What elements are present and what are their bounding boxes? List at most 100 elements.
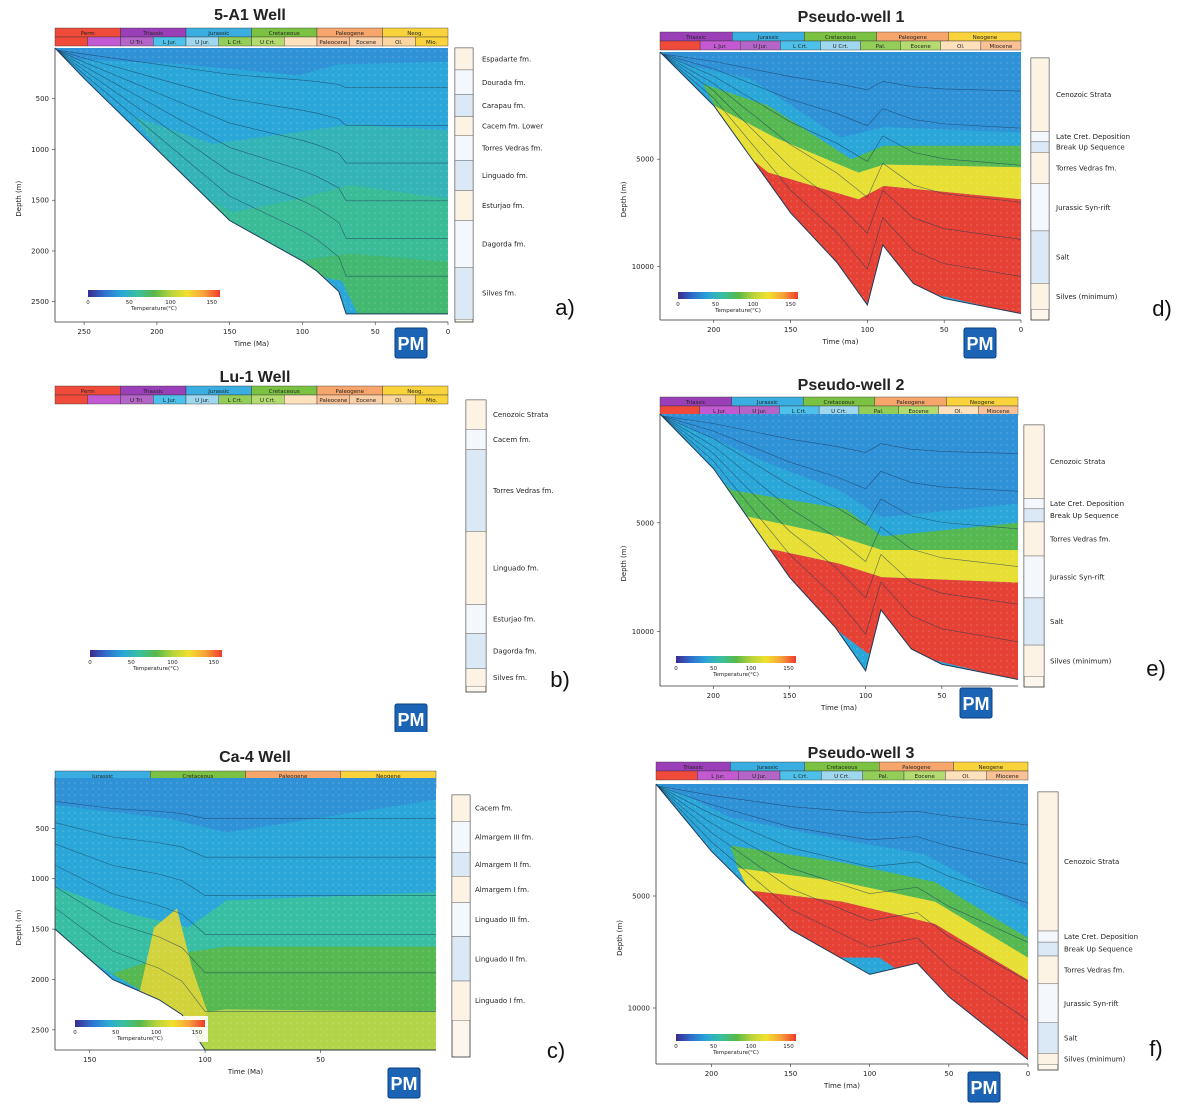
chart-svg-e: Pseudo-well 2 Triassic Jurassic Cretaceous P… — [620, 377, 1166, 719]
chrono-period-label: Triassic — [142, 31, 163, 37]
colorbar-tick-label: 100 — [167, 660, 178, 666]
y-tick-label: 10000 — [628, 1005, 650, 1013]
panel-letter: f) — [1149, 1036, 1162, 1061]
chart-title: Pseudo-well 1 — [798, 9, 905, 26]
chart-title: Pseudo-well 3 — [808, 745, 915, 762]
chrono-epoch-label: U Jur. — [752, 409, 767, 415]
chrono-epoch-label: L Crt. — [228, 40, 243, 46]
pm-logo-text: PM — [398, 334, 425, 354]
chrono-epoch-label: L Jur. — [713, 44, 727, 50]
chrono-epoch-label: L Jur. — [711, 774, 725, 780]
y-tick-label: 5000 — [636, 156, 654, 164]
panel-letter: c) — [547, 1038, 565, 1063]
formation-label: Break Up Sequence — [1050, 512, 1119, 520]
formation-block — [454, 267, 474, 320]
x-tick-label: 150 — [784, 1070, 797, 1078]
x-tick-label: 200 — [705, 1070, 718, 1078]
y-tick-label: 2500 — [31, 1026, 49, 1034]
horizon-line — [55, 48, 448, 164]
formation-label: Linguado fm. — [482, 172, 528, 180]
formation-label: Linguado III fm. — [475, 916, 529, 924]
formation-label: Salt — [1056, 254, 1070, 262]
formation-block — [1023, 555, 1045, 599]
chrono-epoch-cell — [284, 394, 318, 405]
formation-label: Cenozoic Strata — [1064, 858, 1119, 866]
x-tick-label: 100 — [859, 692, 872, 700]
colorbar-tick-label: 50 — [126, 300, 133, 306]
formation-block — [451, 876, 471, 903]
pm-logo — [959, 687, 993, 719]
chart-title: Pseudo-well 2 — [798, 377, 905, 394]
y-tick-label: 500 — [36, 95, 49, 103]
y-tick-label: 1500 — [31, 197, 49, 205]
formation-block — [465, 633, 487, 669]
chrono-period-label: Cretaceous — [823, 400, 854, 406]
x-tick-label: 100 — [863, 1070, 876, 1078]
panel-f: Pseudo-well 3 Triassic Jurassic Cretaceous P… — [596, 738, 1186, 1108]
chrono-epoch-label: U Tri. — [130, 40, 144, 46]
x-tick-label: 150 — [784, 326, 797, 334]
colorbar-label: Temperature(°C) — [116, 1036, 163, 1042]
chrono-epoch-cell — [980, 40, 1022, 51]
colorbar-tick-label: 100 — [748, 302, 759, 308]
horizon-line — [55, 864, 436, 935]
formation-label: Torres Vedras fm. — [1049, 535, 1111, 543]
colorbar-tick-label: 100 — [151, 1030, 162, 1036]
formation-label: Late Cret. Deposition — [1056, 133, 1130, 141]
chart-title: 5-A1 Well — [214, 7, 286, 24]
formation-label: Esturjao fm. — [482, 202, 524, 210]
colorbar-tick-label: 0 — [674, 1044, 678, 1050]
formation-label: Carapau fm. — [482, 102, 525, 110]
colorbar-tick-label: 100 — [746, 666, 757, 672]
colorbar — [75, 1020, 205, 1027]
x-tick-label: 0 — [446, 328, 450, 336]
x-tick-label: 0 — [1026, 1070, 1030, 1078]
x-tick-label: 150 — [783, 692, 796, 700]
chrono-epoch-cell — [54, 394, 88, 405]
chrono-period-label: Paleogene — [336, 31, 365, 37]
formation-label: Silves fm. — [482, 290, 516, 298]
pm-logo-text: PM — [398, 710, 425, 730]
colorbar-label: Temperature(°C) — [130, 306, 177, 312]
formation-label: Dourada fm. — [482, 79, 526, 87]
formation-block — [465, 531, 487, 605]
chrono-epoch-cell — [986, 770, 1029, 781]
formation-label: Cenozoic Strata — [1056, 91, 1111, 99]
formation-label: Dagorda fm. — [482, 240, 526, 248]
colorbar-tick-label: 0 — [86, 300, 90, 306]
horizon-line — [660, 414, 1018, 605]
chart-svg-f: Pseudo-well 3 Triassic Jurassic Cretaceous P… — [616, 745, 1163, 1103]
colorbar-tick-label: 150 — [207, 300, 218, 306]
pm-logo-text: PM — [967, 334, 994, 354]
chrono-epoch-label: Ol. — [957, 44, 965, 50]
chart-svg-a: 5-A1 Well Perm Triassic Jurassic Cretaceous P… — [15, 7, 575, 359]
y-tick-label: 2500 — [31, 298, 49, 306]
chrono-epoch-label: Pal. — [878, 774, 888, 780]
chrono-period-label: Paleogene — [902, 765, 931, 771]
y-tick-label: 10000 — [632, 263, 654, 271]
x-tick-label: 200 — [707, 692, 720, 700]
chrono-epoch-cell — [655, 770, 698, 781]
x-axis-label: Time (ma) — [820, 704, 857, 712]
formation-block — [1030, 152, 1050, 184]
x-axis-label: Time (ma) — [822, 338, 859, 346]
chrono-period-label: Cretaceous — [825, 35, 856, 41]
y-tick-label: 5000 — [636, 519, 654, 527]
formation-block — [1037, 930, 1059, 943]
chrono-period-label: Cretaceous — [182, 774, 213, 780]
colorbar-tick-label: 50 — [712, 302, 719, 308]
formation-block — [465, 668, 487, 687]
formation-block — [1037, 941, 1059, 957]
x-axis-label: Time (Ma) — [233, 340, 269, 348]
colorbar — [90, 650, 222, 657]
horizon-line — [660, 414, 1018, 643]
formation-label: Silves (minimum) — [1064, 1055, 1126, 1063]
colorbar-tick-label: 100 — [746, 1044, 757, 1050]
chrono-period-label: Neogene — [376, 774, 401, 780]
formation-label: Linguado II fm. — [475, 955, 527, 963]
formation-label: Torres Vedras fm. — [1055, 165, 1117, 173]
formation-block — [451, 852, 471, 877]
formation-block — [1030, 141, 1050, 153]
horizon-line — [55, 843, 436, 897]
pm-logo — [963, 327, 997, 359]
